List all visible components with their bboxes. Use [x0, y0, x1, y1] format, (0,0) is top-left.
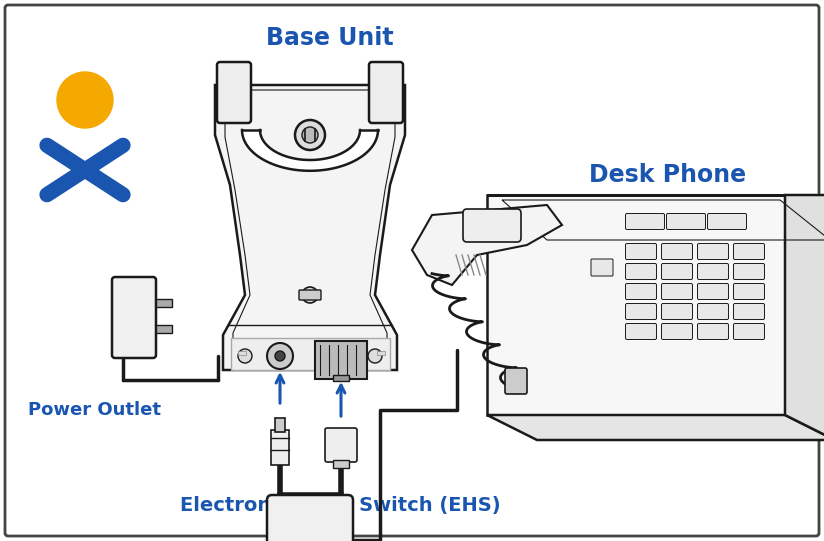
FancyBboxPatch shape	[625, 263, 657, 280]
Text: Base Unit: Base Unit	[266, 26, 394, 50]
FancyBboxPatch shape	[591, 259, 613, 276]
FancyBboxPatch shape	[733, 304, 765, 320]
FancyBboxPatch shape	[662, 263, 692, 280]
Text: Power Outlet: Power Outlet	[29, 401, 162, 419]
Bar	[156, 325, 172, 333]
FancyBboxPatch shape	[463, 209, 521, 242]
FancyBboxPatch shape	[662, 243, 692, 260]
FancyBboxPatch shape	[217, 62, 251, 123]
FancyBboxPatch shape	[505, 368, 527, 394]
FancyBboxPatch shape	[625, 283, 657, 300]
FancyBboxPatch shape	[112, 277, 156, 358]
FancyBboxPatch shape	[697, 304, 728, 320]
Text: Electronic Hook Switch (EHS): Electronic Hook Switch (EHS)	[180, 496, 500, 514]
Bar	[271, 430, 289, 465]
Bar	[333, 460, 349, 468]
Circle shape	[295, 120, 325, 150]
FancyBboxPatch shape	[733, 283, 765, 300]
FancyBboxPatch shape	[697, 283, 728, 300]
FancyBboxPatch shape	[708, 214, 747, 229]
FancyBboxPatch shape	[625, 324, 657, 340]
Circle shape	[302, 127, 318, 143]
Bar	[275, 418, 285, 432]
Text: Desk Phone: Desk Phone	[589, 163, 747, 187]
Polygon shape	[412, 205, 562, 285]
FancyBboxPatch shape	[625, 243, 657, 260]
Bar	[315, 341, 367, 379]
FancyBboxPatch shape	[697, 243, 728, 260]
Polygon shape	[785, 195, 824, 440]
Polygon shape	[215, 85, 405, 370]
FancyBboxPatch shape	[267, 495, 353, 541]
FancyBboxPatch shape	[625, 214, 664, 229]
Circle shape	[275, 351, 285, 361]
FancyBboxPatch shape	[325, 428, 357, 462]
FancyBboxPatch shape	[667, 214, 705, 229]
FancyBboxPatch shape	[733, 263, 765, 280]
FancyBboxPatch shape	[733, 243, 765, 260]
Polygon shape	[487, 195, 785, 415]
Circle shape	[302, 287, 318, 303]
Bar	[156, 299, 172, 307]
FancyBboxPatch shape	[369, 62, 403, 123]
Polygon shape	[487, 415, 824, 440]
FancyBboxPatch shape	[662, 324, 692, 340]
Circle shape	[267, 343, 293, 369]
FancyBboxPatch shape	[625, 304, 657, 320]
FancyBboxPatch shape	[5, 5, 819, 536]
FancyBboxPatch shape	[697, 324, 728, 340]
Circle shape	[368, 349, 382, 363]
Bar	[238, 351, 246, 355]
FancyBboxPatch shape	[662, 304, 692, 320]
Polygon shape	[242, 130, 378, 171]
FancyBboxPatch shape	[697, 263, 728, 280]
FancyBboxPatch shape	[733, 324, 765, 340]
FancyBboxPatch shape	[662, 283, 692, 300]
Bar	[377, 351, 385, 355]
Bar	[231, 338, 390, 370]
Circle shape	[57, 72, 113, 128]
Bar	[333, 375, 349, 381]
FancyBboxPatch shape	[299, 290, 321, 300]
Circle shape	[238, 349, 252, 363]
